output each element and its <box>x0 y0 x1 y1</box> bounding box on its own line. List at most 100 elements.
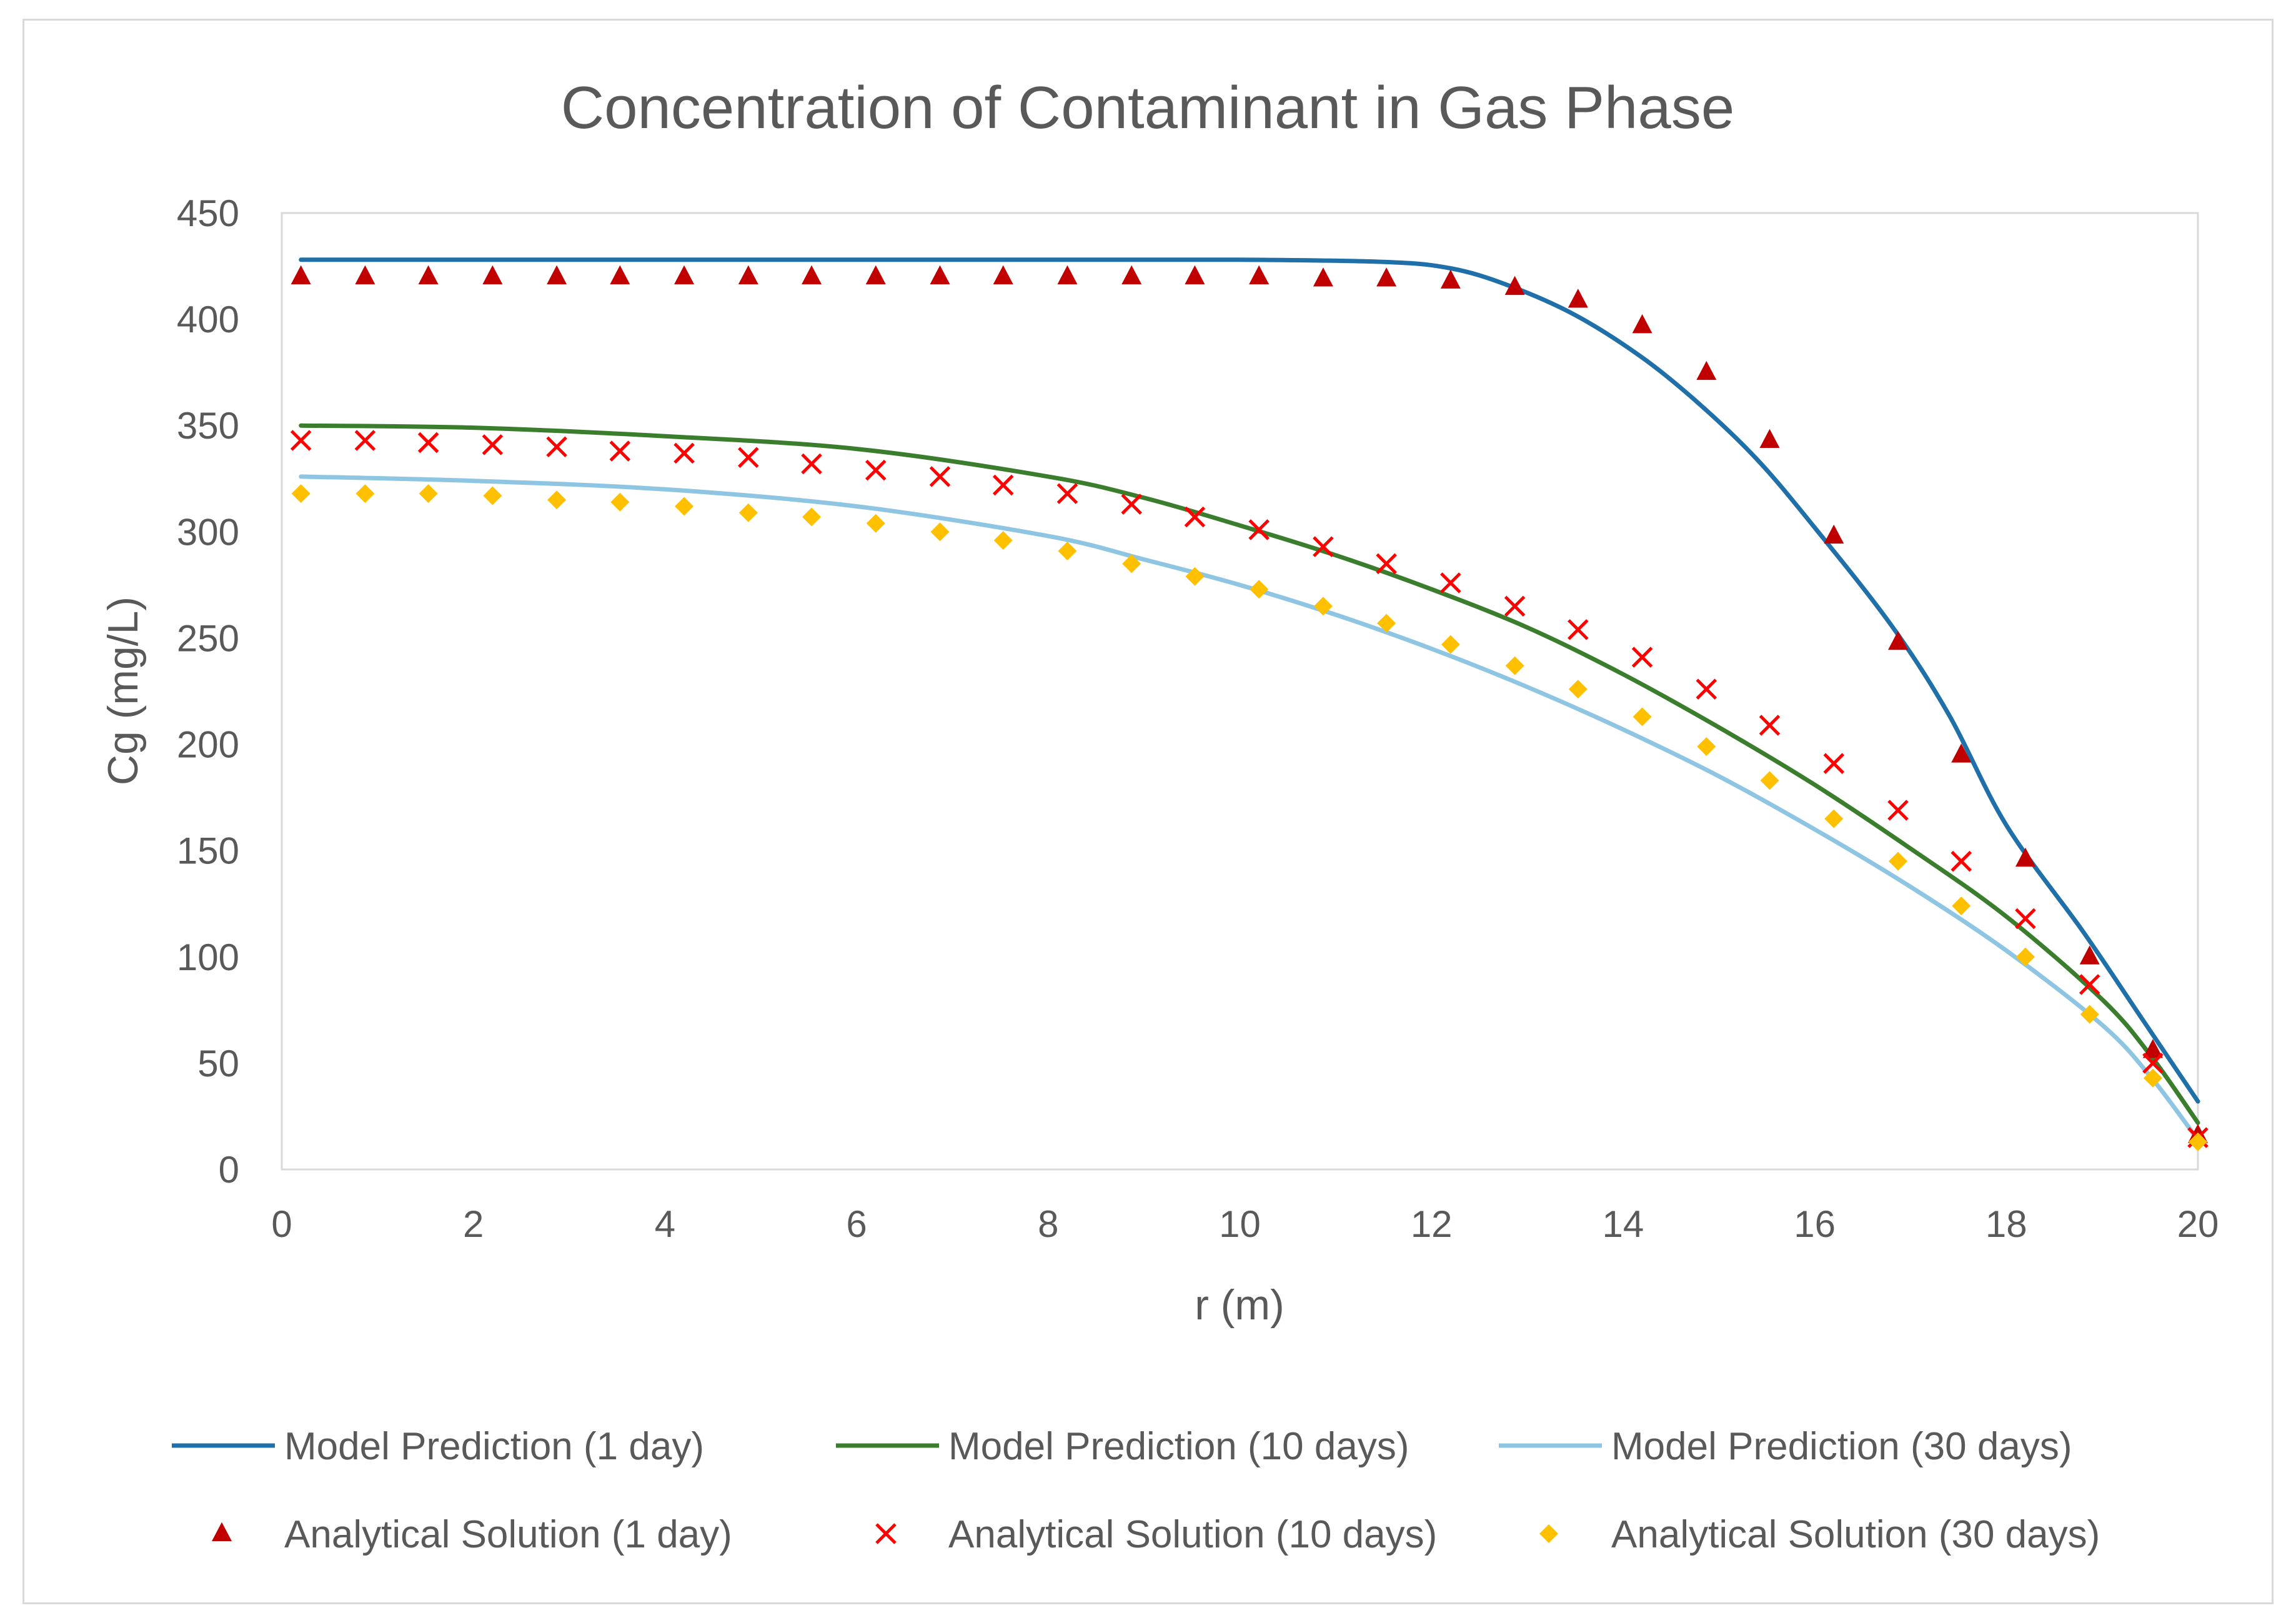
legend-label: Analytical Solution (1 day) <box>284 1513 732 1556</box>
series-line-model-prediction-10-days <box>299 423 2200 1125</box>
legend-entry: Analytical Solution (10 days) <box>875 1513 1437 1556</box>
y-tick-label: 0 <box>219 1149 239 1191</box>
data-point-analytical-solution-10-days <box>482 434 504 455</box>
data-point-analytical-solution-1-day <box>1888 630 1909 650</box>
y-tick-label: 50 <box>197 1043 239 1084</box>
data-point-analytical-solution-10-days <box>929 466 951 487</box>
data-point-analytical-solution-10-days <box>2142 1053 2164 1074</box>
data-point-analytical-solution-10-days <box>1951 850 1972 872</box>
data-point-analytical-solution-10-days <box>1696 678 1717 700</box>
data-point-analytical-solution-10-days <box>1376 553 1397 575</box>
data-point-analytical-solution-1-day <box>355 265 375 285</box>
x-axis-title: r (m) <box>1195 1281 1284 1329</box>
x-tick-label: 8 <box>1038 1203 1058 1245</box>
plot-area <box>281 212 2199 1171</box>
data-point-analytical-solution-30-days <box>1313 597 1333 616</box>
data-point-analytical-solution-10-days <box>1056 483 1078 504</box>
data-point-analytical-solution-30-days <box>2143 1068 2162 1088</box>
data-point-analytical-solution-10-days <box>1248 519 1270 540</box>
data-point-analytical-solution-10-days <box>1887 800 1909 821</box>
data-point-analytical-solution-1-day <box>1759 429 1780 449</box>
x-tick-label: 20 <box>2177 1203 2219 1245</box>
chart-title: Concentration of Contaminant in Gas Phas… <box>561 74 1734 141</box>
data-point-analytical-solution-30-days <box>1760 771 1779 790</box>
data-point-analytical-solution-30-days <box>866 514 885 533</box>
x-tick-label: 2 <box>463 1203 484 1245</box>
x-tick-label: 14 <box>1603 1203 1644 1245</box>
data-point-analytical-solution-30-days <box>1952 896 1971 916</box>
data-point-analytical-solution-10-days <box>2079 974 2100 995</box>
y-tick-label: 450 <box>177 192 239 234</box>
data-point-analytical-solution-1-day <box>674 265 695 285</box>
data-point-analytical-solution-1-day <box>1504 275 1525 295</box>
data-point-analytical-solution-1-day <box>865 265 886 285</box>
legend-entry: Model Prediction (1 day) <box>172 1425 704 1468</box>
x-tick-label: 6 <box>846 1203 867 1245</box>
legend-label: Model Prediction (30 days) <box>1611 1425 2072 1468</box>
y-tick-label: 150 <box>177 830 239 872</box>
data-point-analytical-solution-30-days <box>993 530 1013 550</box>
data-point-analytical-solution-30-days <box>1633 707 1652 727</box>
data-point-analytical-solution-10-days <box>2015 908 2036 930</box>
data-point-analytical-solution-10-days <box>546 436 567 458</box>
data-point-analytical-solution-1-day <box>547 265 567 285</box>
y-tick-label: 400 <box>177 299 239 340</box>
legend-entry: Analytical Solution (30 days) <box>1539 1513 2100 1556</box>
data-point-analytical-solution-30-days <box>355 484 375 504</box>
data-point-analytical-solution-30-days <box>802 507 822 527</box>
data-point-analytical-solution-30-days <box>1058 541 1077 560</box>
data-point-analytical-solution-10-days <box>1313 536 1334 557</box>
x-tick-label: 0 <box>271 1203 292 1245</box>
data-point-analytical-solution-1-day <box>1440 269 1461 289</box>
series-line-model-prediction-1-day <box>299 257 2200 1104</box>
y-tick-label: 250 <box>177 617 239 659</box>
x-tick-label: 12 <box>1411 1203 1453 1245</box>
data-point-analytical-solution-10-days <box>609 440 631 462</box>
data-point-analytical-solution-1-day <box>1249 265 1270 285</box>
data-point-analytical-solution-10-days <box>1504 595 1526 617</box>
data-point-analytical-solution-30-days <box>1505 656 1524 675</box>
data-point-analytical-solution-10-days <box>1631 647 1653 668</box>
data-point-analytical-solution-1-day <box>418 265 439 285</box>
data-point-analytical-solution-10-days <box>1184 506 1206 528</box>
data-point-analytical-solution-10-days <box>1759 715 1781 736</box>
data-point-analytical-solution-1-day <box>2015 847 2035 867</box>
legend-marker-swatch <box>875 1523 897 1544</box>
data-point-analytical-solution-1-day <box>1568 289 1588 308</box>
data-point-analytical-solution-30-days <box>1697 737 1716 756</box>
data-point-analytical-solution-10-days <box>992 474 1014 496</box>
legend-entry: Model Prediction (10 days) <box>836 1425 1409 1468</box>
data-point-analytical-solution-1-day <box>482 265 503 285</box>
data-point-analytical-solution-10-days <box>290 430 312 451</box>
x-tick-labels: 0 2 4 6 8 10 12 14 16 18 20 <box>271 1203 2219 1245</box>
data-point-analytical-solution-30-days <box>1377 613 1396 633</box>
legend-marker-swatch <box>212 1522 232 1541</box>
data-point-analytical-solution-10-days <box>738 447 759 469</box>
data-point-analytical-solution-10-days <box>417 432 439 454</box>
data-point-analytical-solution-1-day <box>1632 314 1652 334</box>
legend-entry: Analytical Solution (1 day) <box>212 1513 732 1556</box>
data-point-analytical-solution-1-day <box>1951 743 1972 763</box>
data-point-analytical-solution-1-day <box>1121 265 1142 285</box>
data-point-analytical-solution-10-days <box>1440 572 1461 593</box>
data-point-analytical-solution-1-day <box>610 265 630 285</box>
data-point-analytical-solution-1-day <box>2079 945 2100 965</box>
y-tick-label: 300 <box>177 511 239 553</box>
legend-entry: Model Prediction (30 days) <box>1499 1425 2072 1468</box>
series-markers <box>290 265 2209 1151</box>
data-point-analytical-solution-1-day <box>993 265 1013 285</box>
data-point-analytical-solution-30-days <box>738 503 758 522</box>
data-point-analytical-solution-10-days <box>673 442 695 464</box>
data-point-analytical-solution-1-day <box>291 265 311 285</box>
legend-label: Analytical Solution (30 days) <box>1611 1513 2100 1556</box>
data-point-analytical-solution-10-days <box>1823 753 1845 774</box>
data-point-analytical-solution-10-days <box>1121 494 1142 515</box>
data-point-analytical-solution-1-day <box>2142 1039 2163 1058</box>
data-point-analytical-solution-30-days <box>419 484 438 504</box>
data-point-analytical-solution-30-days <box>1824 809 1844 828</box>
data-point-analytical-solution-30-days <box>1889 851 1908 871</box>
y-tick-label: 200 <box>177 724 239 766</box>
y-axis-title: Cg (mg/L) <box>99 597 147 785</box>
legend-label: Model Prediction (10 days) <box>948 1425 1409 1468</box>
